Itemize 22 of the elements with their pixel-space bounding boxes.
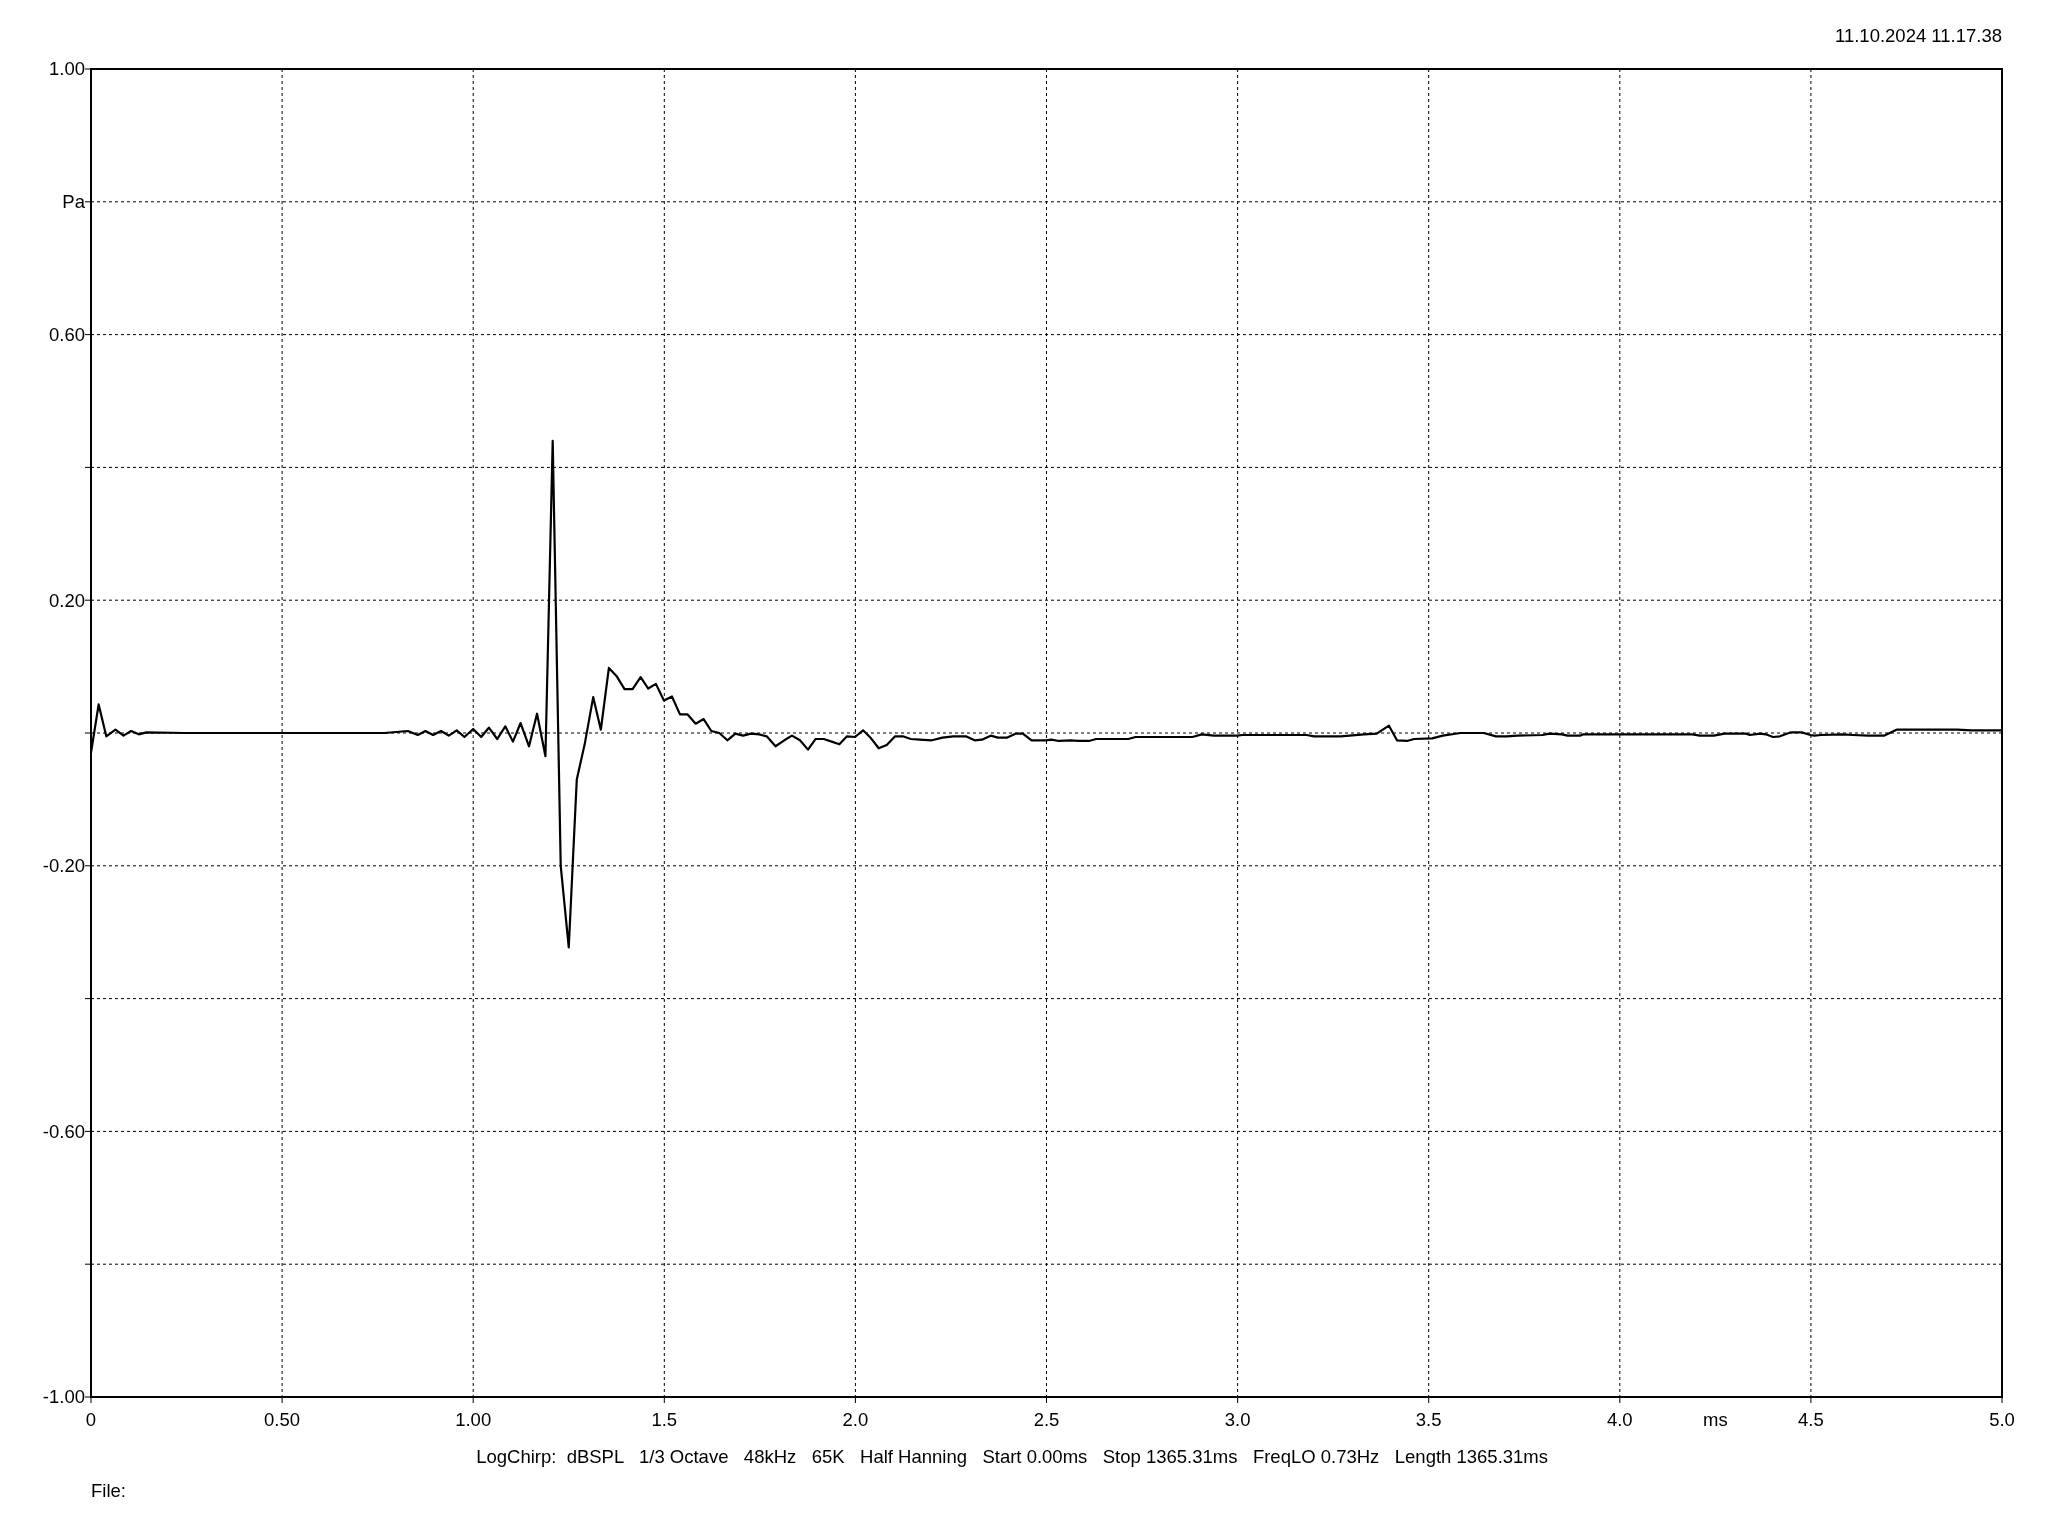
y-tick-label: -0.20 (42, 855, 85, 877)
y-tick-label: -1.00 (42, 1386, 85, 1408)
y-tick-label: 0.20 (48, 589, 85, 611)
x-tick-label: 1.00 (455, 1409, 492, 1430)
x-tick-label: 4.5 (1798, 1409, 1824, 1430)
text: File: (91, 1480, 126, 1501)
x-tick-label: 3.0 (1224, 1409, 1251, 1430)
x-axis-title: ms (1703, 1409, 1728, 1430)
y-tick-label: 1.00 (48, 58, 85, 80)
text: LogChirp: dBSPL 1/3 Octave 48kHz 65K Half Hanning Start 0.00ms Stop 1365.31ms FreqLO 0.73Hz Length 1365.31ms (476, 1446, 1549, 1467)
text: 11.10.2024 11.17.38 (1835, 25, 2002, 46)
x-tick-label: 1.5 (651, 1409, 678, 1430)
y-tick-label: 0.60 (48, 324, 85, 346)
x-tick-label: 0 (85, 1409, 97, 1430)
x-tick-label: 2.5 (1033, 1409, 1060, 1430)
x-tick-label: 3.5 (1415, 1409, 1442, 1430)
x-tick-label: 4.0 (1606, 1409, 1633, 1430)
y-tick-label: -0.60 (42, 1120, 85, 1142)
x-tick-label: 0.50 (264, 1409, 301, 1430)
y-axis-title: Pa (62, 191, 86, 213)
x-tick-label: 5.0 (1989, 1409, 2015, 1430)
x-tick-label: 2.0 (842, 1409, 869, 1430)
